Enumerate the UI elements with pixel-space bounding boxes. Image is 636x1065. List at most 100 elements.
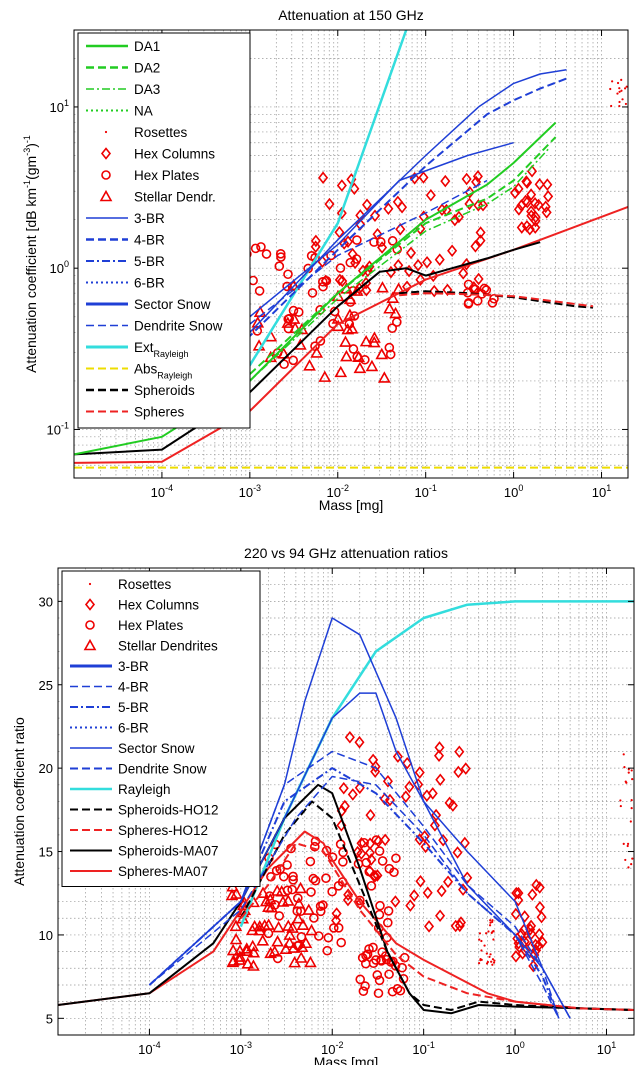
x-tick-exp: -1 <box>427 1040 435 1050</box>
x-tick-base: 10 <box>592 485 606 500</box>
data-point-triangle <box>318 370 332 382</box>
data-point-circle <box>358 986 369 997</box>
data-point-diamond <box>354 736 365 749</box>
data-point-diamond <box>461 172 472 186</box>
legend-label-main: Rosettes <box>118 577 172 592</box>
data-point-point <box>627 771 630 774</box>
series-line-6 <box>148 692 571 1019</box>
legend-item: 4-BR <box>86 233 165 248</box>
legend-label: Hex Plates <box>118 618 184 633</box>
data-point-diamond <box>527 888 538 901</box>
data-point-triangle <box>304 955 317 968</box>
data-point-point <box>493 959 496 962</box>
legend-item: Hex Columns <box>100 147 215 162</box>
x-tick-label: 100 <box>505 1040 524 1057</box>
data-point-triangle <box>281 894 295 906</box>
data-point-circle <box>306 251 317 261</box>
data-point-diamond <box>413 778 424 791</box>
data-point-circle <box>383 906 394 916</box>
data-point-point <box>489 919 492 922</box>
legend-label-main: Ext <box>134 340 154 355</box>
data-point-circle <box>391 853 401 864</box>
data-point-circle <box>387 236 398 246</box>
legend-label-main: DA3 <box>134 82 160 97</box>
data-point-triangle <box>256 886 270 898</box>
data-point-diamond <box>454 919 465 933</box>
data-point-point <box>618 104 621 108</box>
y-tick-base: 10 <box>50 100 64 115</box>
legend-label-main: 5-BR <box>134 254 165 269</box>
data-point-diamond <box>400 790 411 803</box>
y-tick-label: 101 <box>50 98 69 115</box>
data-point-point <box>609 87 612 91</box>
data-point-diamond <box>533 198 544 212</box>
x-tick-exp: 0 <box>518 483 523 493</box>
data-point-circle <box>369 237 379 247</box>
data-point-circle <box>275 248 286 259</box>
chart-title: Attenuation at 150 GHz <box>278 7 424 23</box>
data-point-point <box>630 769 633 772</box>
data-point-triangle <box>359 334 373 347</box>
data-point-diamond <box>419 830 430 843</box>
data-point-point <box>623 765 626 769</box>
data-point-diamond <box>512 932 523 945</box>
x-tick-exp: 0 <box>520 1040 525 1050</box>
data-point-diamond <box>318 171 329 184</box>
data-point-circle <box>314 931 324 941</box>
data-point-circle <box>274 261 285 272</box>
data-point-diamond <box>440 174 451 188</box>
legend-marker-diamond <box>84 598 96 611</box>
data-point-triangle <box>299 936 313 949</box>
data-point-circle <box>338 857 348 867</box>
data-point-circle <box>463 299 474 309</box>
legend-label-main: NA <box>134 104 153 119</box>
x-tick-base: 10 <box>138 1042 152 1057</box>
data-point-triangle <box>287 941 301 953</box>
legend-label: Spheres-HO12 <box>118 823 208 838</box>
data-point-circle <box>374 975 385 986</box>
legend-label: 5-BR <box>118 700 149 715</box>
y-axis-label-part: (gm <box>23 156 39 180</box>
data-point-diamond <box>427 787 438 800</box>
data-point-diamond <box>434 253 445 266</box>
data-point-diamond <box>533 939 544 953</box>
data-point-point <box>492 938 495 941</box>
data-point-diamond <box>534 881 545 894</box>
data-point-triangle <box>264 946 277 959</box>
data-point-circle <box>489 293 499 304</box>
legend-item: Spheres <box>86 405 185 420</box>
data-point-point <box>492 961 496 964</box>
legend-item: Hex Columns <box>84 598 199 613</box>
data-point-circle <box>376 955 386 965</box>
data-point-diamond <box>442 283 453 297</box>
data-point-diamond <box>473 272 484 286</box>
series-line-0 <box>239 600 634 928</box>
data-point-diamond <box>450 919 461 933</box>
legend-label-main: Dendrite Snow <box>134 319 223 334</box>
data-point-triangle <box>281 919 295 931</box>
data-point-circle <box>375 900 385 911</box>
legend-label: Rosettes <box>118 577 172 592</box>
legend-label: Hex Columns <box>134 147 215 162</box>
data-point-point <box>624 102 628 106</box>
data-point-diamond <box>420 840 431 854</box>
legend-label-main: Sector Snow <box>134 297 211 312</box>
data-point-diamond <box>525 923 536 936</box>
y-tick-label: 10-1 <box>47 420 69 437</box>
legend-item: Dendrite Snow <box>70 762 207 777</box>
data-point-point <box>480 949 483 952</box>
data-point-circle <box>276 252 286 262</box>
legend-marker-circle <box>85 620 95 630</box>
data-point-diamond <box>513 203 524 216</box>
legend-label-main: Spheroids-HO12 <box>118 803 219 818</box>
legend-item: Stellar Dendrites <box>83 639 218 654</box>
data-point-point <box>618 90 621 93</box>
data-point-diamond <box>382 775 393 788</box>
legend-label: 3-BR <box>118 659 149 674</box>
data-point-circle <box>372 970 383 980</box>
legend-label: DA3 <box>134 82 160 97</box>
data-point-diamond <box>413 258 424 272</box>
data-point-circle <box>254 286 265 296</box>
data-point-triangle <box>283 936 296 948</box>
data-point-circle <box>288 875 298 885</box>
